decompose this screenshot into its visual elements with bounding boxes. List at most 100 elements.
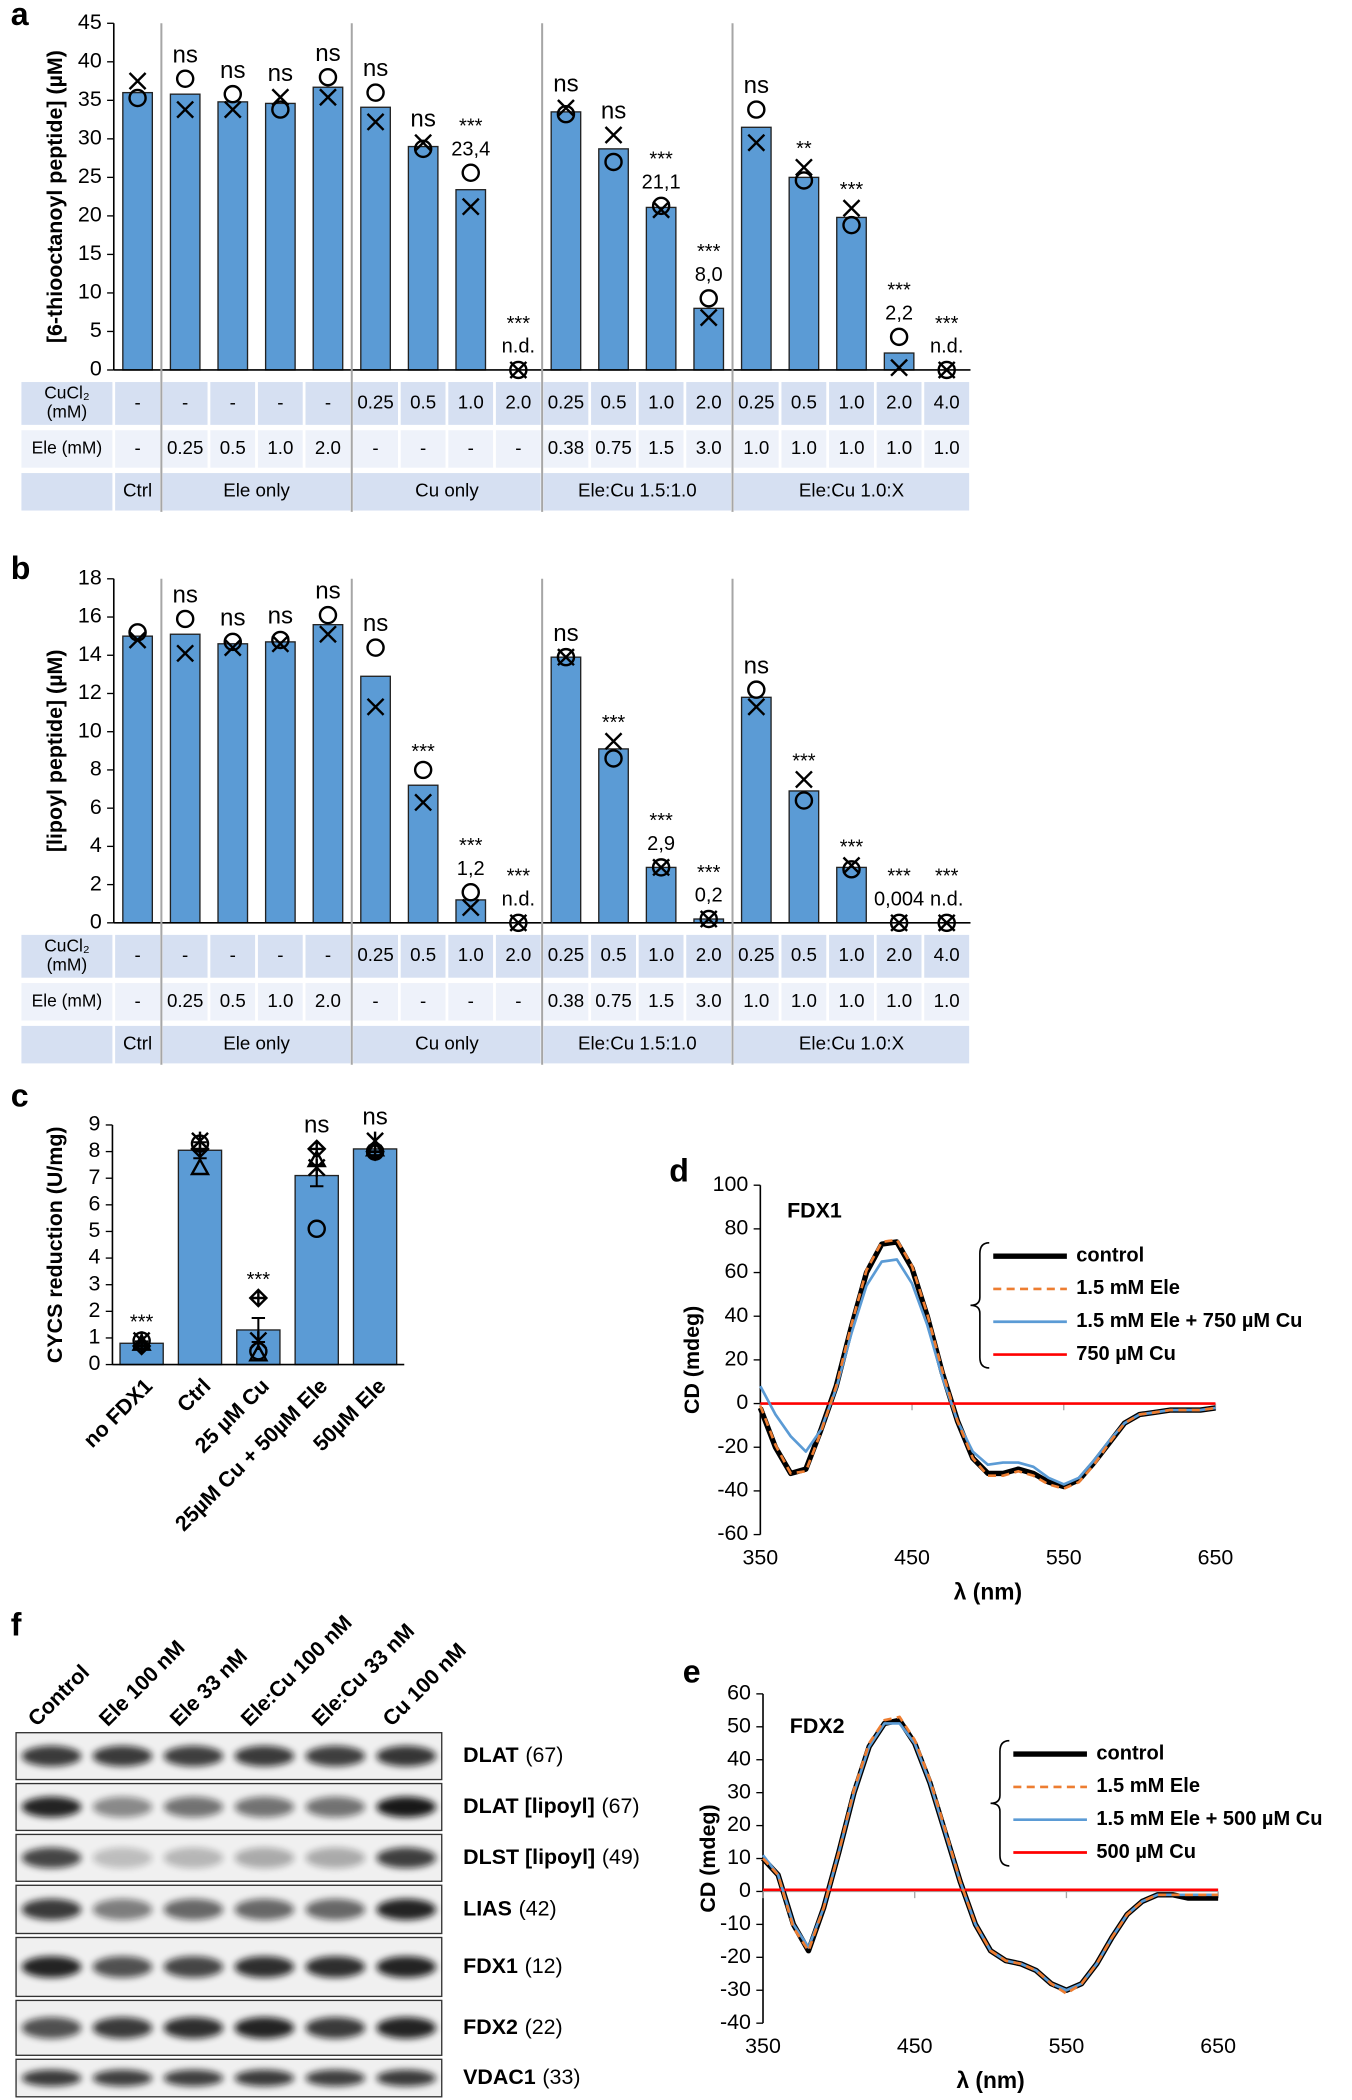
group-label: Cu only [415, 1033, 479, 1054]
table-cell [731, 980, 782, 1024]
point [271, 630, 290, 650]
table-cell-text: - [230, 391, 236, 412]
point [366, 638, 385, 657]
x-tick-label: no FDX1 [79, 1374, 157, 1452]
significance: ns [304, 1112, 329, 1139]
band [305, 1796, 366, 1818]
band [376, 2069, 437, 2087]
band [21, 2017, 82, 2039]
point [365, 1141, 385, 1162]
y-tick-label: 1 [88, 1325, 100, 1349]
table-cell-text: 0.25 [738, 944, 774, 965]
bar [836, 216, 867, 371]
point [556, 104, 576, 124]
point [413, 139, 433, 159]
y-tick-label: 2 [90, 871, 102, 895]
bar [645, 206, 677, 371]
point [651, 858, 671, 877]
table-cell [398, 932, 449, 981]
bar [455, 189, 487, 371]
table-cell [683, 980, 734, 1024]
bar [598, 748, 629, 924]
value-label: 0,2 [695, 885, 723, 907]
bar [352, 1148, 398, 1366]
table-cell [255, 932, 306, 981]
y-tick-label: 8 [90, 757, 102, 781]
table-cell [18, 379, 116, 428]
table-cell [207, 980, 258, 1024]
band [92, 1847, 153, 1869]
significance: *** [602, 712, 626, 734]
table-cell-text: 0.5 [220, 990, 246, 1011]
significance: ns [410, 105, 435, 132]
table-cell-text: 4.0 [934, 944, 960, 965]
y-axis-label: CD (mdeg) [696, 1804, 720, 1912]
point [747, 133, 766, 152]
table-cell-text: 0.25 [357, 944, 393, 965]
band [234, 1847, 295, 1869]
panel-title: FDX2 [790, 1714, 845, 1738]
significance: *** [935, 313, 959, 335]
y-tick-label: 15 [78, 241, 102, 265]
significance: *** [507, 866, 531, 888]
bar [312, 624, 344, 924]
table-cell-text: 0.25 [548, 391, 584, 412]
legend-label: 1.5 mM Ele [1096, 1775, 1200, 1797]
band [376, 1796, 437, 1818]
table-cell-text: - [325, 944, 331, 965]
table-cell-text: 2.0 [696, 944, 722, 965]
y-tick-label: 3 [88, 1271, 100, 1295]
point [128, 631, 147, 649]
bar [740, 696, 772, 924]
row-label: DLST [lipoyl] (49) [463, 1845, 640, 1869]
y-tick-label: 30 [78, 126, 102, 150]
blot-row [15, 1833, 443, 1882]
table-cell-text: 0.5 [410, 391, 436, 412]
point [414, 133, 433, 152]
x-tick-label: 650 [1198, 1545, 1234, 1569]
legend-label: control [1076, 1244, 1144, 1266]
y-tick-label: 50 [727, 1713, 751, 1737]
table-cell [540, 1023, 734, 1067]
y-tick-label: 20 [724, 1347, 748, 1371]
table-cell-text: 3.0 [696, 990, 722, 1011]
y-tick-label: 35 [78, 87, 102, 111]
group-label: Ctrl [123, 1033, 152, 1054]
table-cell-text: - [277, 391, 283, 412]
table-cell [588, 980, 639, 1024]
panel-letter: e [683, 1653, 701, 1689]
table-cell [350, 1023, 544, 1067]
x-tick-label: 650 [1200, 2034, 1236, 2058]
protein-name: FDX2 [463, 2015, 518, 2039]
group-label: Ele:Cu 1.5:1.0 [578, 1033, 697, 1054]
table-cell [635, 379, 687, 428]
table-cell [683, 932, 734, 981]
panel-letter: a [11, 0, 30, 32]
y-tick-label: 80 [724, 1216, 748, 1240]
value-label: n.d. [502, 888, 535, 910]
significance: *** [411, 741, 435, 763]
table-cell-text: 2.0 [886, 944, 912, 965]
x-tick-label: 350 [745, 2034, 781, 2058]
table-cell [112, 379, 163, 428]
y-axis-label: CYCS reduction (U/mg) [43, 1126, 67, 1363]
table-cell [588, 379, 639, 428]
point [747, 680, 766, 699]
point [306, 1149, 327, 1168]
point [249, 1342, 268, 1361]
table-cell-text: - [134, 391, 140, 412]
table-cell-text: 1.5 [648, 437, 674, 458]
point [128, 72, 147, 90]
table-cell [18, 932, 116, 981]
y-tick-label: 18 [78, 565, 102, 589]
band [163, 1745, 224, 1767]
y-tick-label: 5 [90, 318, 102, 342]
y-tick-label: 0 [736, 1390, 748, 1414]
point [604, 732, 623, 751]
bar [312, 86, 344, 371]
y-tick-label: 20 [78, 203, 102, 227]
legend-label: 750 µM Cu [1076, 1343, 1176, 1365]
significance: ns [315, 40, 340, 67]
band [92, 2017, 153, 2039]
value-label: 21,1 [642, 171, 681, 193]
